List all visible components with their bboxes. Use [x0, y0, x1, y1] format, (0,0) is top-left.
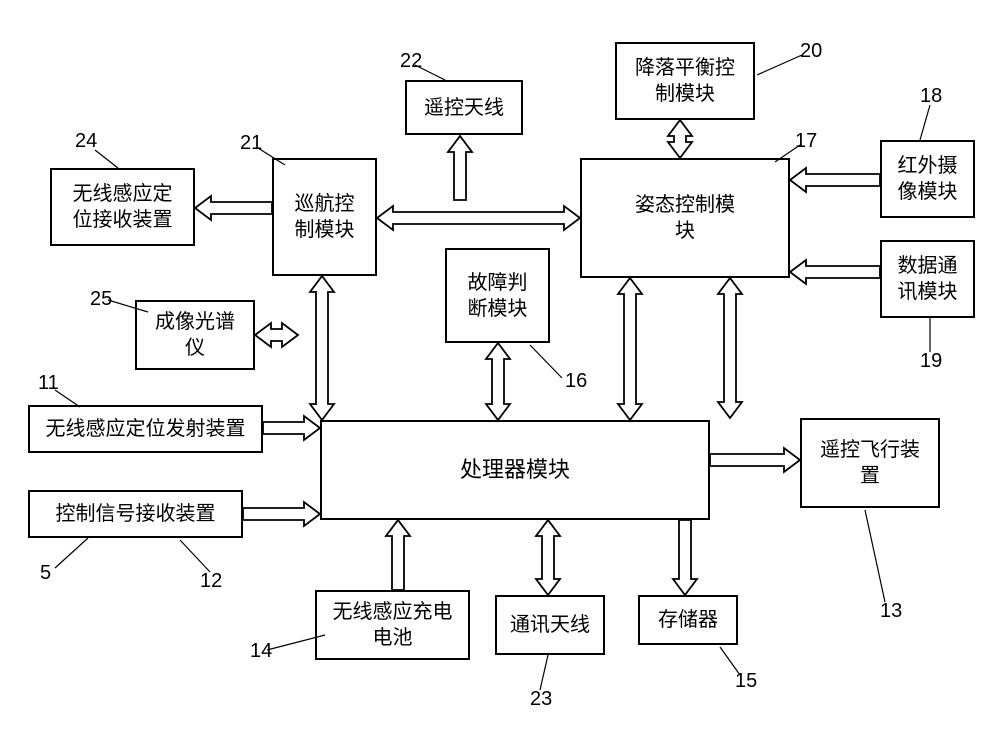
node-remote-antenna: 遥控天线 — [405, 80, 523, 135]
node-label: 降落平衡控制模块 — [635, 55, 735, 107]
node-label: 通讯天线 — [510, 612, 590, 638]
node-processor: 处理器模块 — [320, 420, 710, 520]
node-data-comm: 数据通讯模块 — [880, 240, 975, 318]
ref-15: 15 — [735, 670, 757, 693]
node-label: 数据通讯模块 — [898, 253, 958, 305]
node-wireless-receiver: 无线感应定位接收装置 — [50, 168, 195, 246]
ref-14: 14 — [250, 640, 272, 663]
node-label: 无线感应定位发射装置 — [46, 416, 246, 442]
ref-13: 13 — [880, 600, 902, 623]
node-label: 姿态控制模块 — [635, 192, 735, 244]
node-cruise-control: 巡航控制模块 — [272, 158, 377, 276]
ref-17: 17 — [795, 130, 817, 153]
node-comm-antenna: 通讯天线 — [495, 595, 605, 655]
node-control-receiver: 控制信号接收装置 — [28, 490, 243, 538]
node-label: 控制信号接收装置 — [56, 501, 216, 527]
node-label: 成像光谱仪 — [155, 309, 235, 361]
ref-24: 24 — [75, 130, 97, 153]
ref-5: 5 — [40, 562, 51, 585]
ref-20: 20 — [800, 40, 822, 63]
node-storage: 存储器 — [638, 595, 738, 645]
ref-12: 12 — [200, 570, 222, 593]
diagram-canvas: 降落平衡控制模块 遥控天线 红外摄像模块 无线感应定位接收装置 巡航控制模块 姿… — [0, 0, 1000, 744]
node-wireless-transmitter: 无线感应定位发射装置 — [28, 405, 263, 453]
node-label: 红外摄像模块 — [898, 153, 958, 205]
node-label: 存储器 — [658, 607, 718, 633]
node-label: 遥控天线 — [424, 95, 504, 121]
ref-25: 25 — [90, 288, 112, 311]
ref-16: 16 — [565, 370, 587, 393]
node-label: 故障判断模块 — [468, 270, 528, 322]
ref-22: 22 — [400, 50, 422, 73]
node-label: 巡航控制模块 — [295, 191, 355, 243]
node-wireless-battery: 无线感应充电电池 — [315, 590, 470, 660]
node-remote-flight: 遥控飞行装置 — [800, 418, 940, 508]
node-label: 处理器模块 — [460, 456, 570, 485]
ref-21: 21 — [240, 132, 262, 155]
node-label: 无线感应定位接收装置 — [73, 181, 173, 233]
ref-11: 11 — [38, 372, 59, 395]
node-fault-judge: 故障判断模块 — [445, 248, 550, 343]
node-landing-balance: 降落平衡控制模块 — [615, 42, 755, 120]
node-imaging-spectrometer: 成像光谱仪 — [135, 300, 255, 370]
ref-19: 19 — [920, 350, 942, 373]
node-infrared-camera: 红外摄像模块 — [880, 140, 975, 218]
ref-18: 18 — [920, 85, 942, 108]
node-attitude-control: 姿态控制模块 — [580, 158, 790, 278]
node-label: 无线感应充电电池 — [333, 599, 453, 651]
ref-23: 23 — [530, 688, 552, 711]
node-label: 遥控飞行装置 — [820, 437, 920, 489]
